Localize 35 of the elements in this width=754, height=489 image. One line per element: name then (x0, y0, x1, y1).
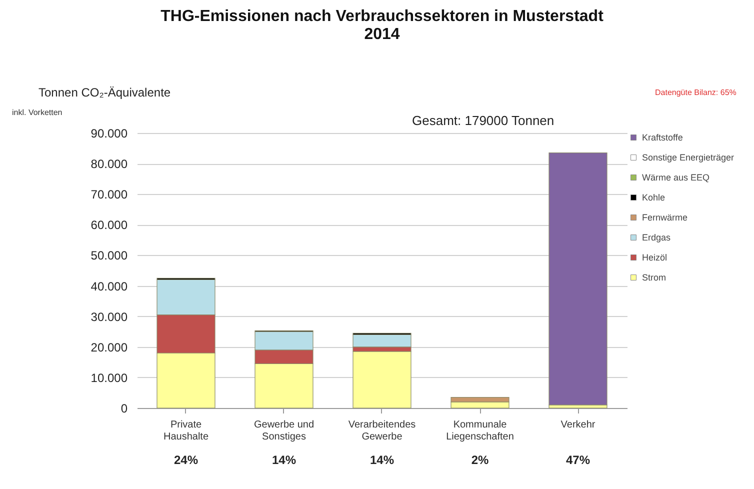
legend-label: Fernwärme (642, 212, 688, 222)
y-tick-label: 10.000 (90, 370, 128, 385)
y-tick-label: 60.000 (90, 218, 128, 232)
x-tick-label: Verarbeitendes Gewerbe (348, 420, 416, 442)
text: inkl. Vorketten (12, 108, 62, 117)
x-tick-label: Verkehr (560, 420, 596, 430)
text: 24% (174, 453, 198, 467)
x-tick-label: Kommunale Liegenschaften (446, 420, 514, 442)
x-tick-label: Private Haushalte (163, 420, 209, 442)
legend-label: Kraftstoffe (642, 132, 683, 142)
y-axis-title: Tonnen CO₂-Äquivalente (38, 86, 171, 100)
y-tick-label: 0 (120, 402, 128, 416)
legend-label: Erdgas (642, 232, 672, 242)
text: Gesamt: 179000 Tonnen (412, 113, 554, 128)
legend-label: Wärme aus EEQ (642, 172, 710, 182)
text: Datengüte Bilanz: 65% (655, 88, 736, 97)
legend-label: Heizöl (642, 252, 668, 262)
y-tick-label: 90.000 (90, 126, 128, 140)
text: 14% (370, 453, 394, 467)
y-tick-label: 70.000 (90, 188, 128, 202)
bar (548, 152, 608, 406)
y-tick-label: 20.000 (90, 340, 128, 354)
y-tick-label: 30.000 (90, 310, 128, 324)
bar (352, 351, 412, 408)
x-tick-label: Gewerbe und Sonstiges (254, 420, 314, 442)
text: 14% (272, 453, 296, 467)
legend-label: Kohle (642, 192, 666, 202)
chart-title: THG-Emissionen nach Verbrauchssektoren in Musterstadt 2014 (160, 8, 604, 43)
y-tick-label: 50.000 (90, 248, 128, 263)
y-tick-label: 80.000 (90, 157, 128, 172)
text: 2% (471, 453, 489, 467)
legend-label: Strom (642, 272, 666, 282)
y-tick-label: 40.000 (90, 279, 128, 294)
text: 47% (566, 453, 590, 467)
legend-label: Sonstige Energieträger (642, 152, 734, 162)
